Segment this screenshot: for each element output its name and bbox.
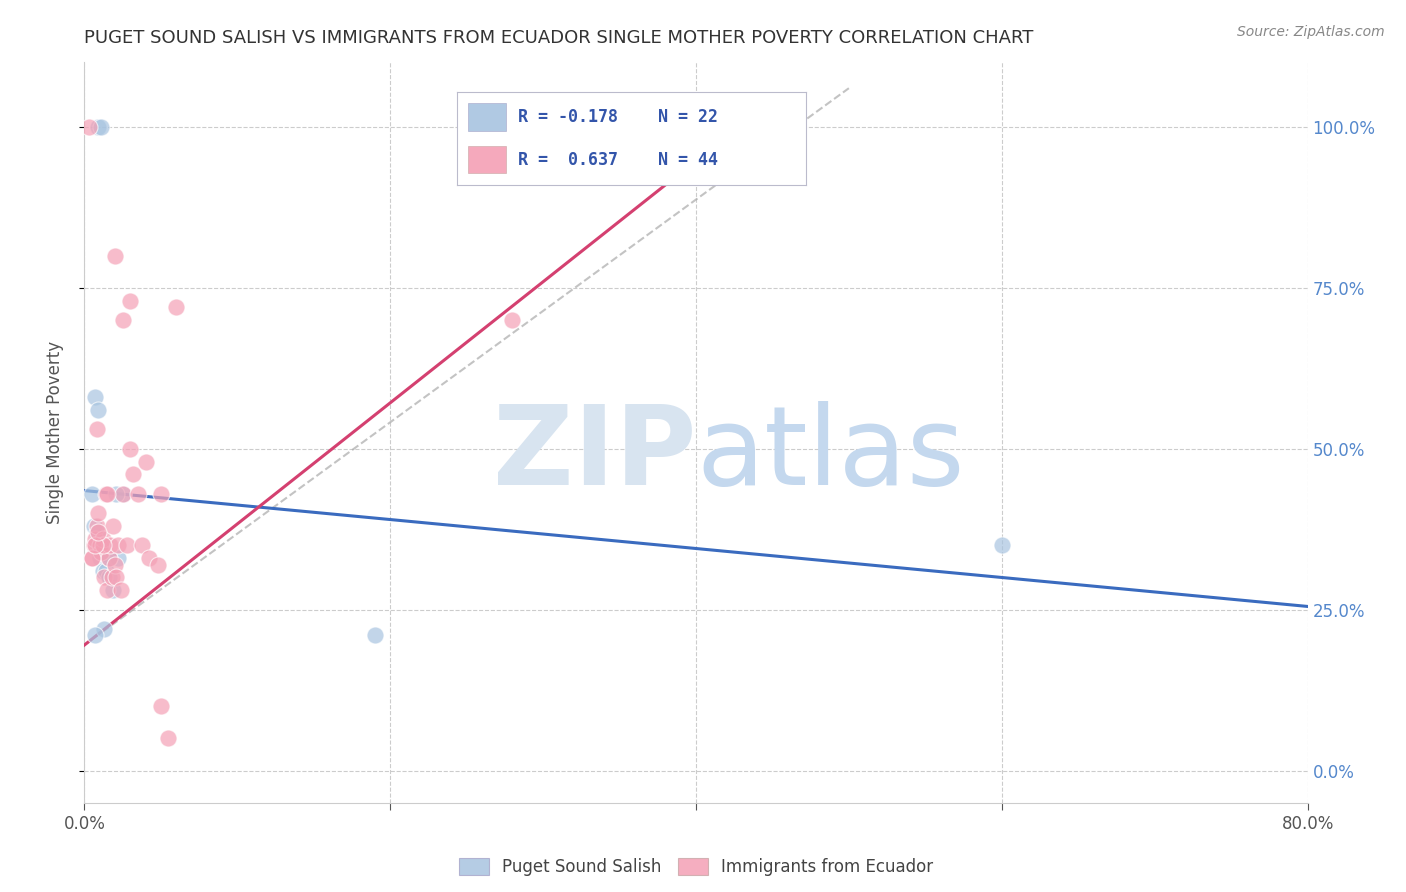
Point <box>991 538 1014 552</box>
Point <box>93 622 115 636</box>
Point <box>138 551 160 566</box>
Legend: Puget Sound Salish, Immigrants from Ecuador: Puget Sound Salish, Immigrants from Ecua… <box>458 858 934 876</box>
Point <box>120 293 142 308</box>
Text: atlas: atlas <box>696 401 965 508</box>
Point <box>86 519 108 533</box>
Text: Source: ZipAtlas.com: Source: ZipAtlas.com <box>1237 25 1385 39</box>
Point <box>97 570 120 584</box>
Point <box>94 487 117 501</box>
Point <box>83 538 105 552</box>
Point <box>502 313 524 327</box>
Point <box>146 558 169 572</box>
Point <box>122 467 145 482</box>
Point <box>86 525 108 540</box>
Point <box>110 583 132 598</box>
Point <box>93 538 115 552</box>
Text: PUGET SOUND SALISH VS IMMIGRANTS FROM ECUADOR SINGLE MOTHER POVERTY CORRELATION : PUGET SOUND SALISH VS IMMIGRANTS FROM EC… <box>84 29 1033 47</box>
Point <box>84 390 107 404</box>
Point <box>94 564 117 578</box>
Point <box>87 525 110 540</box>
Point <box>103 519 125 533</box>
Point <box>115 538 138 552</box>
Point <box>149 699 172 714</box>
Point <box>120 442 142 456</box>
Point <box>98 538 121 552</box>
Point <box>89 551 111 566</box>
Point <box>105 487 128 501</box>
Point <box>165 300 187 314</box>
Point <box>80 551 103 566</box>
Point <box>80 551 103 566</box>
Point <box>127 487 149 501</box>
Point <box>84 532 107 546</box>
Point <box>90 120 112 134</box>
Point <box>96 583 118 598</box>
Point <box>107 538 129 552</box>
Point <box>96 487 118 501</box>
Point <box>84 628 107 642</box>
Point <box>91 564 114 578</box>
Point <box>91 538 114 552</box>
Text: ZIP: ZIP <box>492 401 696 508</box>
Point <box>135 454 157 468</box>
Point <box>107 551 129 566</box>
Point <box>111 313 134 327</box>
Point <box>131 538 153 552</box>
Point <box>93 570 115 584</box>
Point <box>87 506 110 520</box>
Point <box>103 583 125 598</box>
Point <box>87 120 110 134</box>
Point <box>91 532 114 546</box>
Point <box>364 628 387 642</box>
Point <box>104 249 127 263</box>
Point <box>77 120 100 134</box>
Point <box>86 422 108 436</box>
Point <box>83 519 105 533</box>
Point <box>149 487 172 501</box>
Y-axis label: Single Mother Poverty: Single Mother Poverty <box>45 341 63 524</box>
Point <box>89 538 111 552</box>
Point <box>104 558 127 572</box>
Point <box>111 487 134 501</box>
Point <box>87 403 110 417</box>
Point <box>90 545 112 559</box>
Point <box>157 731 180 746</box>
Point <box>84 538 107 552</box>
Point <box>101 570 124 584</box>
Point <box>105 570 128 584</box>
Point <box>97 551 120 566</box>
Point <box>90 538 112 552</box>
Point <box>80 487 103 501</box>
Point <box>97 551 120 566</box>
Point <box>111 487 134 501</box>
